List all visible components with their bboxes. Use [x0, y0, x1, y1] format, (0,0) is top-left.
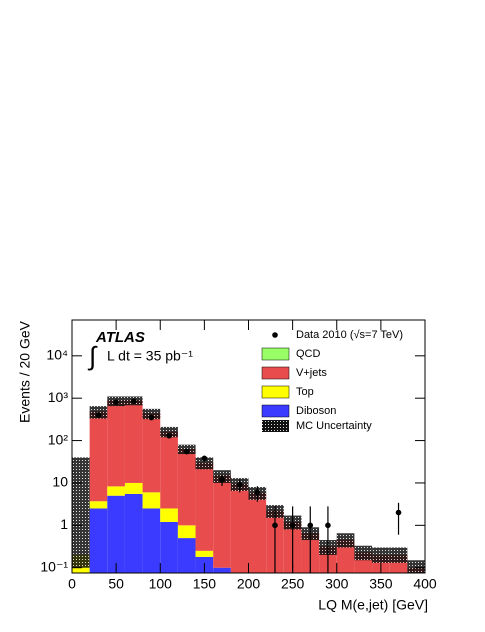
histogram-bar	[213, 475, 231, 568]
x-tick-label: 200	[237, 576, 261, 592]
histogram-bar	[142, 508, 161, 573]
legend-marker	[272, 332, 278, 338]
legend-label: Diboson	[296, 405, 336, 417]
data-point	[113, 399, 119, 406]
histogram-bar	[177, 525, 196, 539]
experiment-label: ATLAS	[95, 329, 145, 346]
uncertainty-band	[195, 457, 214, 470]
legend-label: QCD	[296, 348, 321, 360]
legend-label: V+jets	[296, 367, 327, 379]
histogram-bar	[177, 448, 196, 526]
uncertainty-band	[142, 408, 161, 420]
histogram-bar	[142, 413, 161, 493]
uncertainty-band	[336, 533, 355, 548]
histogram-bar	[124, 400, 143, 483]
x-tick-label: 400	[413, 576, 437, 592]
histogram-bar	[195, 462, 214, 551]
luminosity-label: L dt = 35 pb⁻¹	[107, 348, 193, 364]
uncertainty-band	[354, 545, 373, 561]
histogram-bar	[160, 431, 178, 509]
y-tick-label: 1	[60, 516, 68, 532]
data-point	[254, 489, 261, 496]
uncertainty-band	[389, 547, 408, 563]
histogram-bar	[195, 550, 214, 557]
histogram-bar	[230, 483, 249, 573]
data-point	[236, 482, 243, 488]
histogram-bar	[213, 567, 231, 573]
histogram-bar	[89, 411, 108, 502]
histogram-bar	[124, 482, 143, 494]
x-axis-label: LQ M(e,jet) [GeV]	[318, 597, 428, 613]
histogram-bar	[160, 521, 178, 573]
legend-label: MC Uncertainty	[296, 420, 372, 432]
legend-swatch	[261, 404, 290, 418]
histogram-bar	[89, 508, 108, 573]
y-tick-label: 10²	[48, 431, 69, 447]
histogram-bar	[89, 501, 108, 509]
integral-sign: ∫	[87, 341, 98, 371]
uncertainty-band	[160, 426, 178, 438]
histogram-bar	[124, 493, 143, 573]
x-tick-label: 50	[108, 576, 124, 592]
histogram-bar	[142, 492, 161, 509]
data-point	[201, 455, 208, 462]
data-point	[272, 522, 278, 529]
y-tick-label: 10⁴	[46, 347, 68, 363]
x-tick-label: 0	[68, 576, 76, 592]
histogram-bar	[107, 400, 125, 487]
data-point	[307, 522, 314, 529]
histogram-bar	[160, 508, 178, 522]
histogram-bar	[107, 486, 125, 496]
data-point	[289, 522, 296, 529]
x-tick-label: 350	[369, 576, 393, 592]
y-axis-label: Events / 20 GeV	[17, 320, 33, 423]
data-point	[130, 398, 137, 404]
histogram-bar	[177, 538, 196, 573]
data-point	[148, 414, 155, 421]
x-tick-label: 100	[149, 576, 173, 592]
y-tick-label: 10³	[48, 389, 69, 405]
legend-label: Data 2010 (√s=7 TeV)	[296, 329, 403, 341]
x-tick-label: 300	[325, 576, 349, 592]
data-point	[219, 476, 225, 483]
uncertainty-band	[407, 560, 425, 573]
legend-label: Top	[296, 386, 314, 398]
uncertainty-band	[372, 547, 390, 563]
x-tick-label: 150	[193, 576, 217, 592]
histogram-bar	[107, 495, 125, 573]
data-point	[166, 432, 172, 439]
legend-swatch	[262, 420, 289, 432]
legend-swatch	[261, 385, 290, 399]
data-point	[325, 522, 331, 529]
histogram-bar	[248, 492, 267, 573]
uncertainty-band	[72, 457, 90, 568]
data-point	[183, 448, 190, 455]
x-tick-label: 250	[281, 576, 305, 592]
histogram-bar	[336, 539, 355, 573]
data-point	[95, 412, 102, 418]
legend-swatch	[261, 347, 290, 361]
legend-swatch	[261, 366, 290, 380]
y-tick-label: 10⁻¹	[40, 558, 68, 574]
y-tick-label: 10	[52, 474, 68, 490]
data-point	[395, 509, 402, 516]
plot-area	[72, 396, 425, 573]
